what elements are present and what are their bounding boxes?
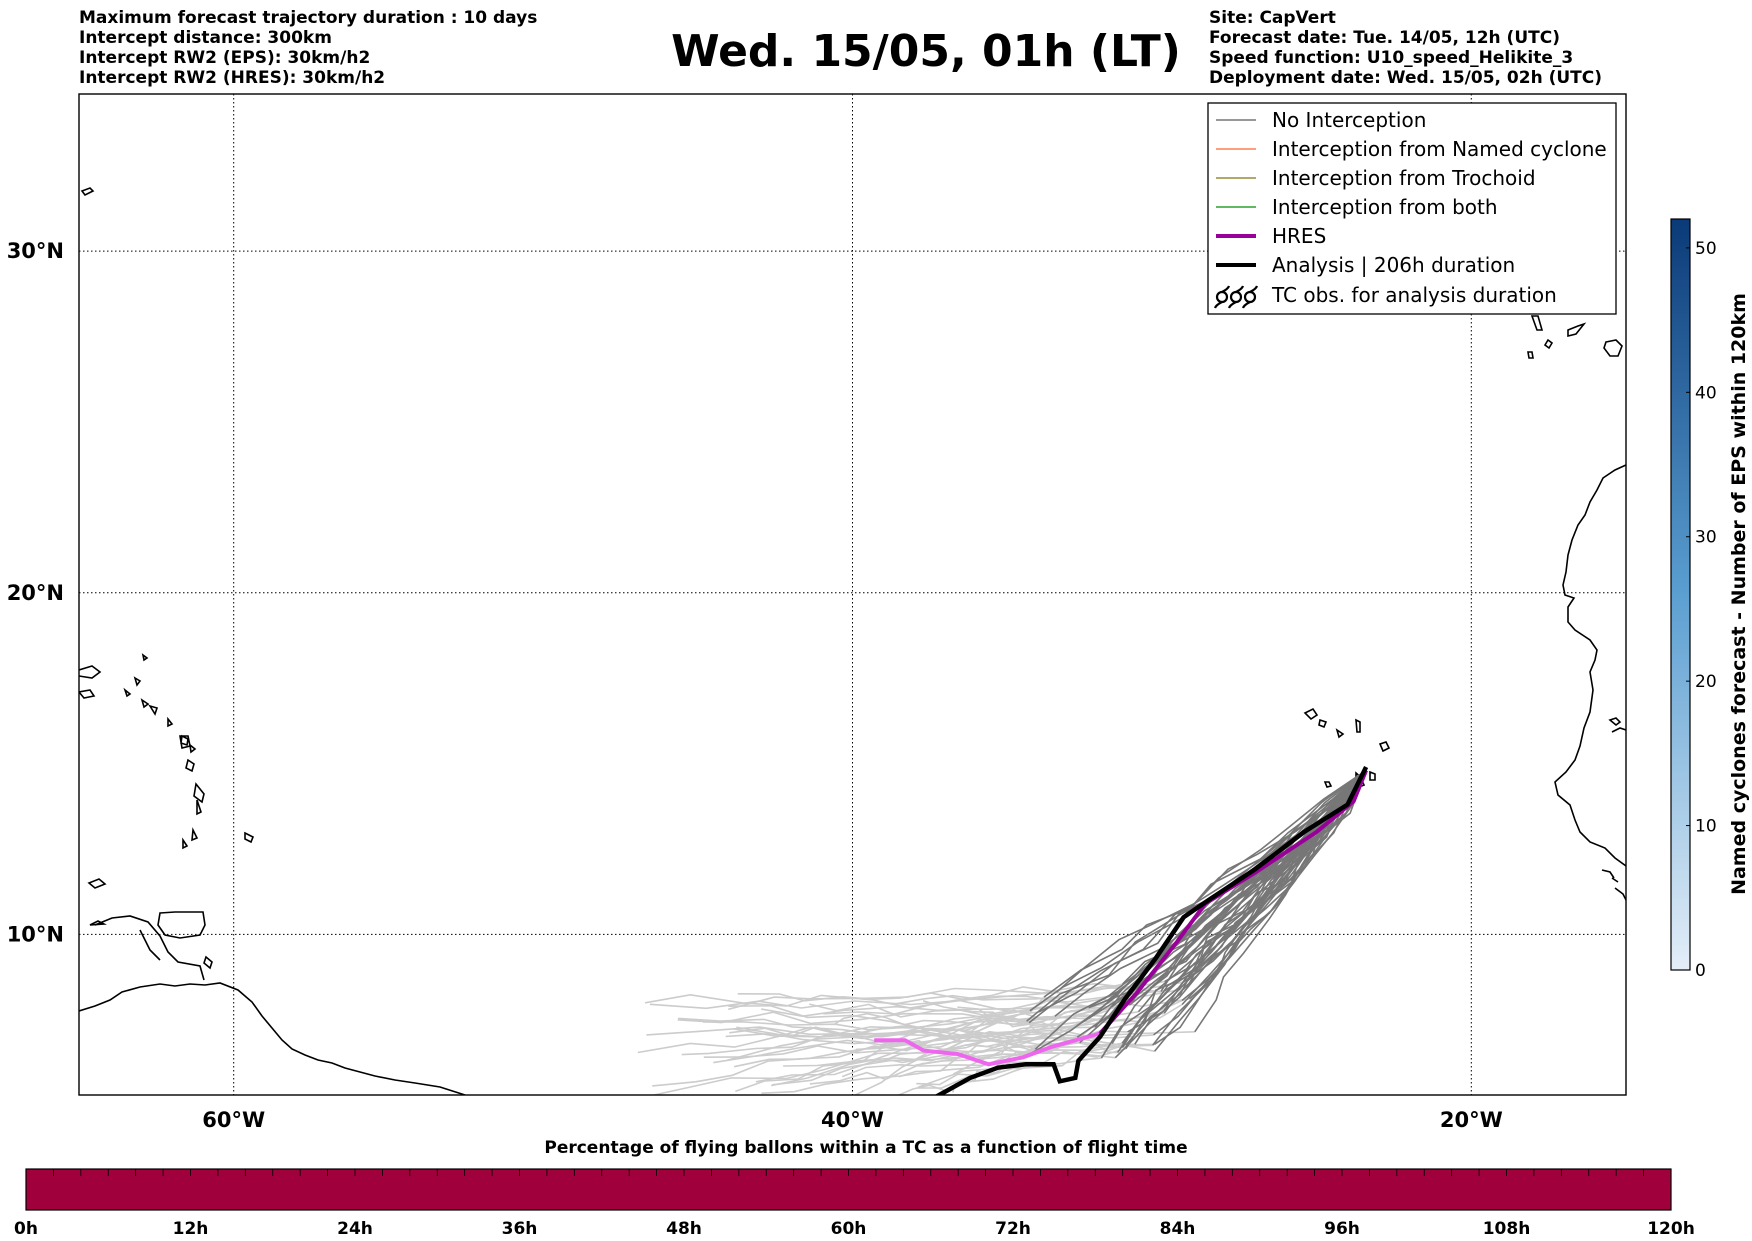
colorbar-right-ticks: 0 10 20 30 40 50 [1686,239,1717,981]
ensemble-trajectory-early [1163,769,1367,1014]
tc-symbol-icon [1213,285,1259,309]
ensemble-trajectory-late [728,1004,1116,1059]
colorbar-right-tick-label: 50 [1695,239,1717,259]
analysis-trajectory [934,766,1369,1095]
site-text: Site: CapVert [1209,8,1336,28]
africa-coast [1554,464,1626,902]
lon-tick-label-40w: 40°W [821,1108,884,1132]
colorbar-bottom-tick-label: 60h [831,1219,867,1239]
speed-function-text: Speed function: U10_speed_Helikite_3 [1209,48,1574,68]
colorbar-bottom-label: Percentage of flying ballons within a TC… [544,1138,1187,1158]
hres-trajectory-late [874,1031,1101,1067]
legend-label-analysis: Analysis | 206h duration [1272,253,1515,277]
ensemble-trajectory-early [1028,769,1367,1024]
colorbar-bottom-tick-label: 120h [1647,1219,1695,1239]
deployment-date-text: Deployment date: Wed. 15/05, 02h (UTC) [1209,68,1603,88]
lon-tick-label-20w: 20°W [1440,1108,1503,1132]
hispaniola-island [79,665,102,679]
legend: No Interception Interception from Named … [1207,102,1617,315]
ensemble-trajectory-early [1181,769,1367,1006]
colorbar-bottom-tick-label: 12h [173,1219,209,1239]
colorbar-bottom-tick-label: 0h [14,1219,38,1239]
south-america-coast [79,982,466,1095]
ensemble-trajectory-early [1188,770,1367,1000]
ensemble-trajectories-late [637,980,1195,1095]
ensemble-trajectory-late [678,1017,1080,1046]
intercept-eps-text: Intercept RW2 (EPS): 30km/h2 [79,48,371,68]
colorbar-bottom-tick-label: 108h [1483,1219,1531,1239]
lat-tick-label-30n: 30°N [7,239,64,263]
ensemble-trajectory-late [728,981,1184,1011]
puerto-rico-island [79,689,96,699]
lon-tick-label-60w: 60°W [202,1108,265,1132]
colorbar-bottom-tick-label: 72h [995,1219,1031,1239]
map-area [79,94,1626,1095]
ensemble-trajectory-early [1056,769,1367,993]
colorbar-bottom-tick-label: 24h [337,1219,373,1239]
ensemble-trajectory-late [761,1042,1123,1094]
intercept-distance-text: Intercept distance: 300km [79,28,332,48]
ensemble-trajectory-late [644,993,1090,1012]
colorbar-bottom-tick-label: 84h [1160,1219,1196,1239]
page-title: Wed. 15/05, 01h (LT) [671,26,1181,77]
axis-labels: 60°W 40°W 20°W 30°N 20°N 10°N [7,239,1503,1132]
ensemble-trajectory-late [833,1012,1027,1026]
forecast-date-text: Forecast date: Tue. 14/05, 12h (UTC) [1209,28,1560,48]
ensemble-trajectory-late [729,1019,1030,1037]
colorbar-right: 0 10 20 30 40 50 Named cyclones forecast - Nu… [1670,218,1750,981]
colorbar-bottom: Percentage of flying ballons within a TC… [14,1138,1695,1239]
trinidad-island [157,911,206,939]
colorbar-right-tick-label: 30 [1695,528,1717,548]
ensemble-trajectory-late [737,986,1058,1002]
ensemble-trajectory-early [1121,769,1367,1044]
colorbar-bottom-tick-label: 48h [666,1219,702,1239]
colorbar-bottom-tick-label: 36h [502,1219,538,1239]
legend-label-tc-obs: TC obs. for analysis duration [1271,283,1557,307]
colorbar-right-tick-label: 40 [1695,383,1717,403]
colorbar-bottom-ticks: 0h 12h 24h 36h 48h 60h 72h 84h 96h 108h 120h [14,1169,1695,1239]
coastlines [79,187,1626,1095]
legend-box [1207,102,1617,315]
map-frame [78,93,1627,1096]
colorbar-right-gradient [1670,218,1691,971]
colorbar-right-label: Named cyclones forecast - Number of EPS … [1728,293,1750,895]
lat-tick-label-10n: 10°N [7,922,64,946]
legend-label-trochoid: Interception from Trochoid [1272,166,1536,190]
canary-islands [1527,315,1623,359]
small-islands-north [80,187,107,926]
cape-verde-islands [1303,707,1391,789]
ensemble-trajectory-late [703,1026,1096,1058]
ensemble-trajectory-early [1114,770,1367,1059]
ensemble-trajectory-early [1100,769,1367,1059]
forecast-parameters: Maximum forecast trajectory duration : 1… [79,8,537,88]
ensemble-trajectory-late [649,987,1162,1010]
ensemble-trajectory-late [896,1057,1102,1095]
colorbar-right-tick-label: 10 [1695,817,1717,837]
colorbar-bottom-tick-label: 96h [1324,1219,1360,1239]
max-duration-text: Maximum forecast trajectory duration : 1… [79,8,538,28]
ensemble-trajectory-late [916,1043,1155,1086]
site-parameters: Site: CapVert Forecast date: Tue. 14/05,… [1209,8,1602,88]
legend-label-both: Interception from both [1272,195,1498,219]
colorbar-right-tick-label: 0 [1695,961,1706,981]
legend-label-hres: HRES [1272,224,1326,248]
colorbar-right-tick-label: 20 [1695,672,1717,692]
lat-tick-label-20n: 20°N [7,581,64,605]
intercept-hres-text: Intercept RW2 (HRES): 30km/h2 [79,68,386,88]
legend-label-named-cyclone: Interception from Named cyclone [1272,137,1607,161]
barbados-island [203,955,213,970]
lesser-antilles-islands [123,653,255,850]
ensemble-trajectory-late [677,1011,1145,1025]
legend-label-no-interception: No Interception [1272,108,1426,132]
venezuela-peninsula [94,915,205,981]
ensemble-trajectory-late [735,1011,1040,1093]
ensemble-trajectory-late [650,1017,1109,1095]
